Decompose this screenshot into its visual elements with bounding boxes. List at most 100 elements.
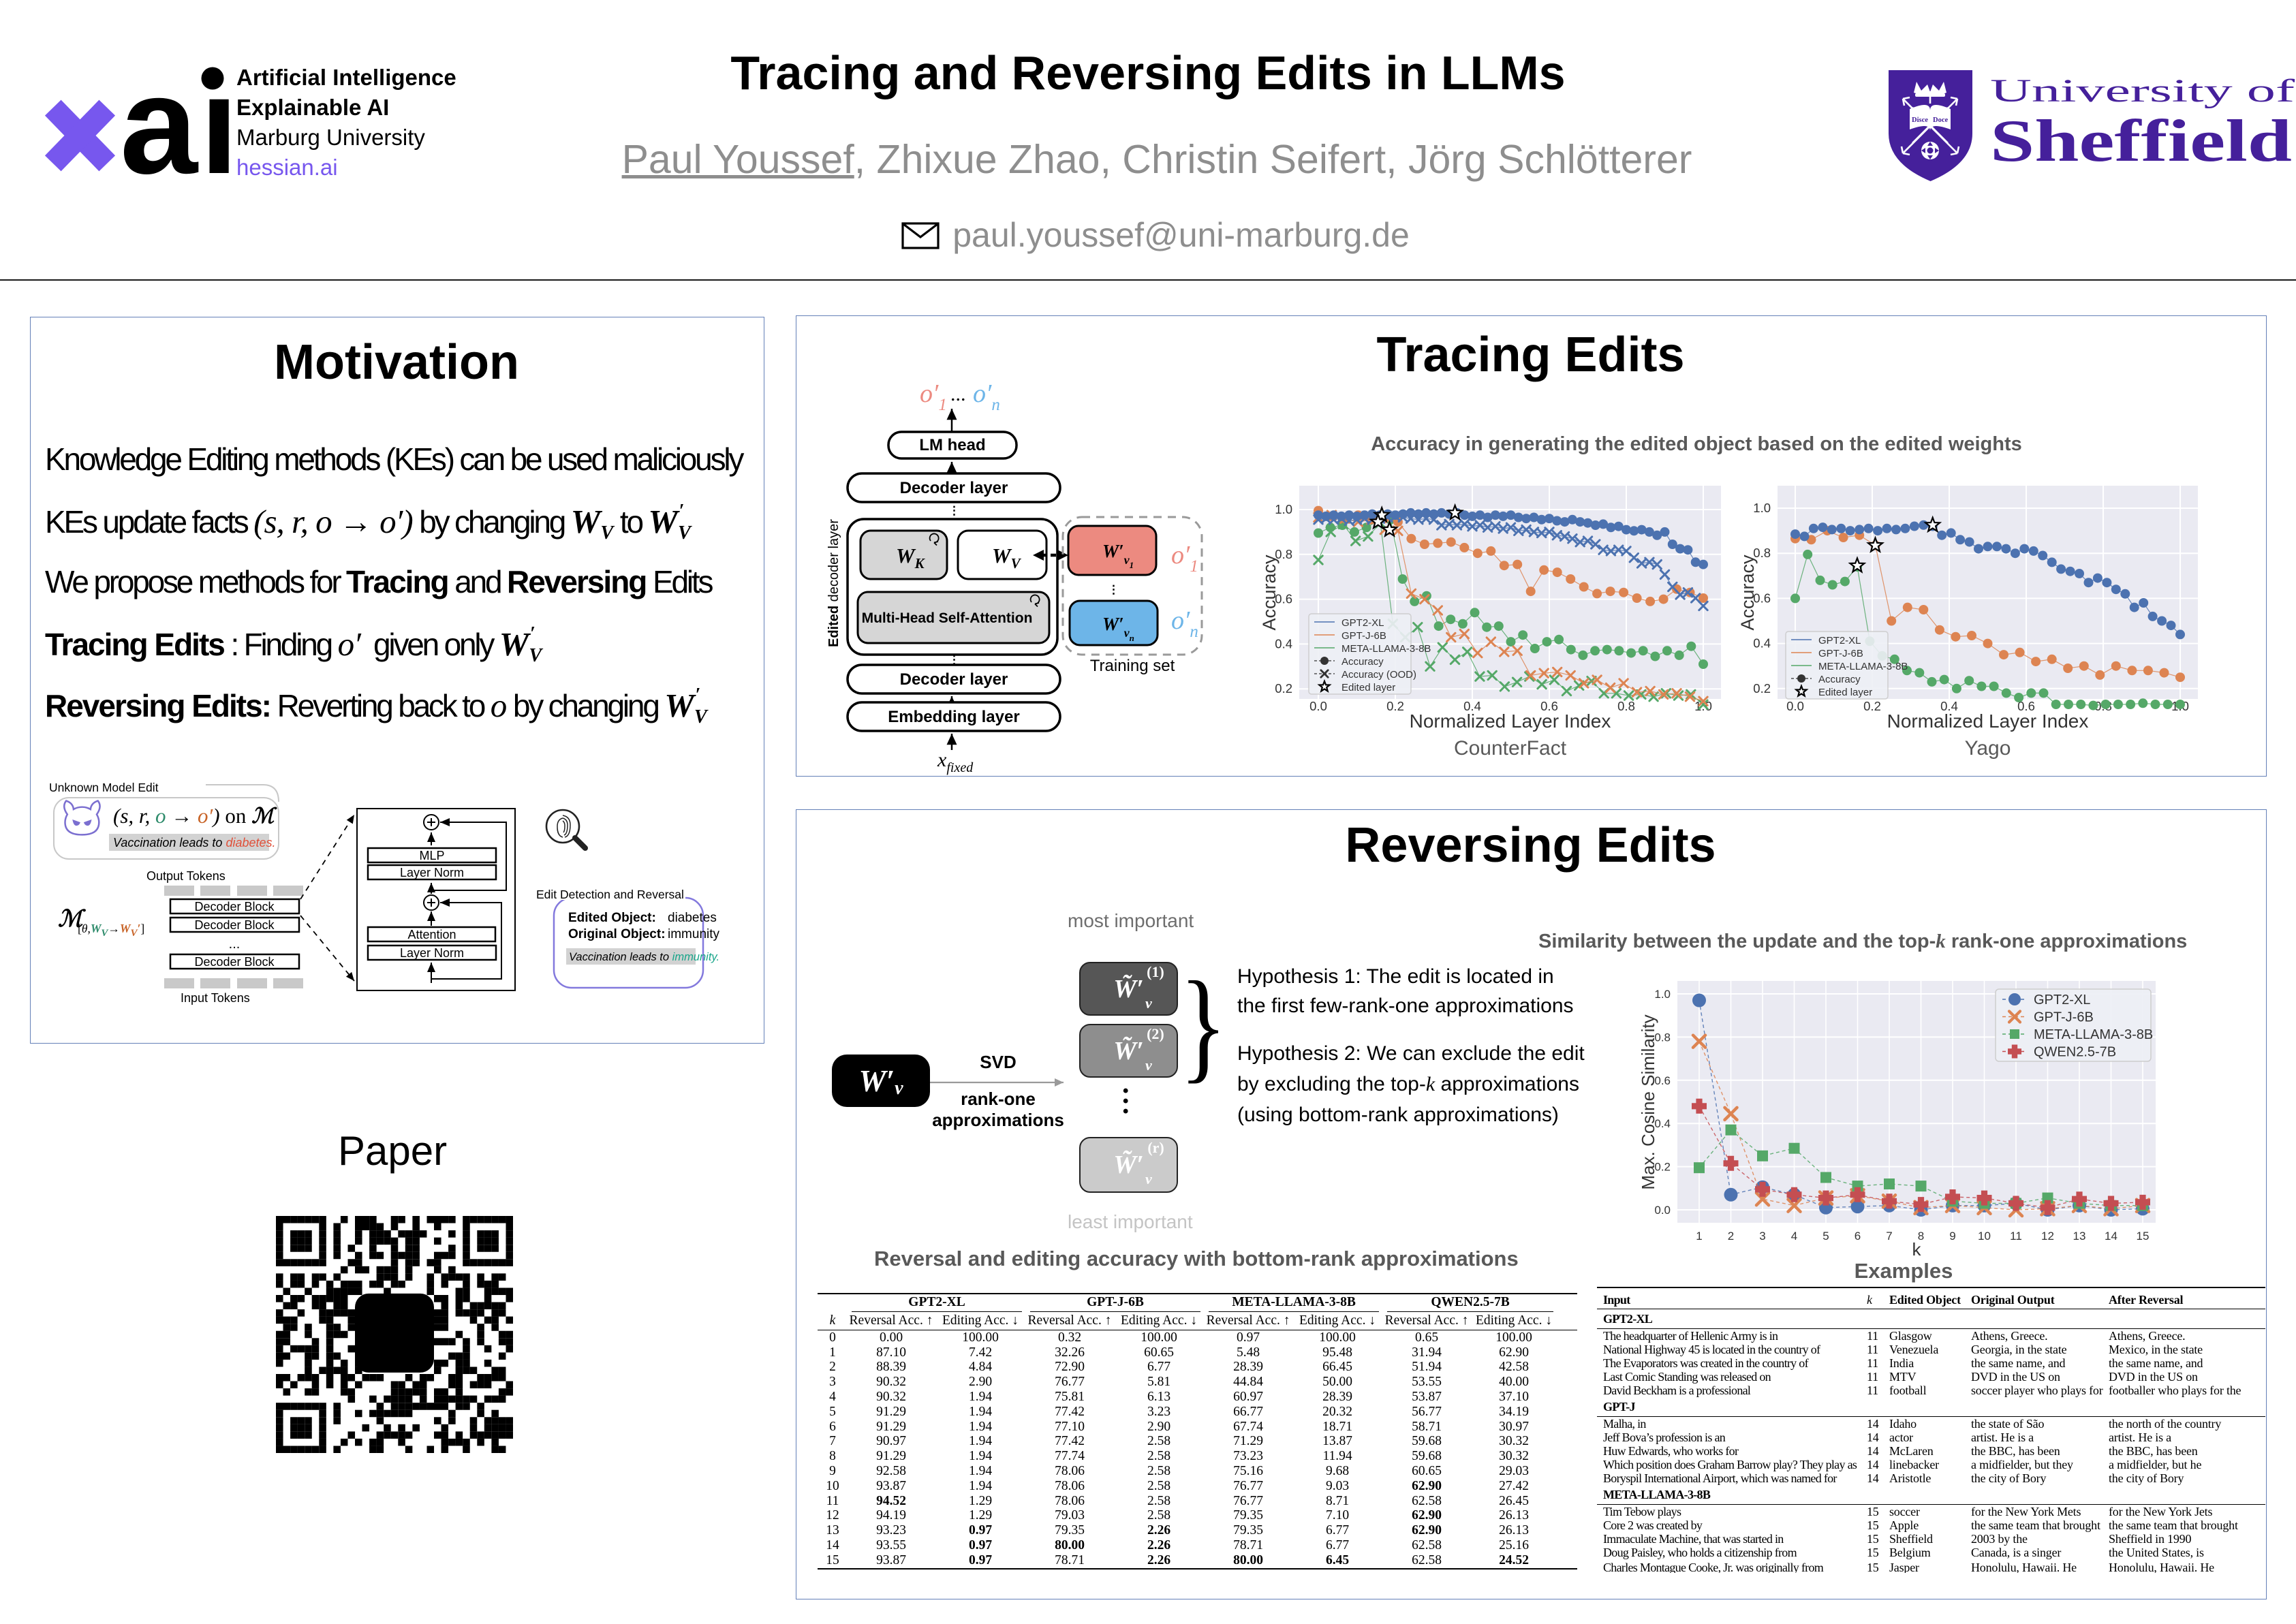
svg-text:GPT-J-6B: GPT-J-6B [1818,648,1863,659]
svg-text:Decoder Block: Decoder Block [194,918,275,932]
svg-text:0.2: 0.2 [1386,699,1404,713]
svg-text:Layer Norm: Layer Norm [400,866,464,879]
svg-text:o′n: o′n [973,379,1000,414]
svg-text:Accuracy: Accuracy [1737,555,1758,631]
svg-text:13: 13 [2073,1230,2086,1243]
svg-text:0.0: 0.0 [1309,699,1327,713]
svg-text:0.6: 0.6 [1275,592,1292,606]
svg-text:Original Object:: Original Object: [568,927,666,941]
svg-text:2: 2 [1728,1230,1734,1243]
svg-text:[θ,WV→WV′]: [θ,WV→WV′] [78,922,144,939]
svg-text:⋮: ⋮ [948,504,960,517]
svg-text:Decoder layer: Decoder layer [900,479,1008,497]
svg-text:Sheffield: Sheffield [1990,108,2292,174]
svg-text:Decoder Block: Decoder Block [194,955,275,969]
svg-text:META-LLAMA-3-8B: META-LLAMA-3-8B [1341,643,1431,655]
svg-text:10: 10 [1978,1230,1991,1243]
svg-text:immunity: immunity [668,927,720,941]
svg-text:Max. Cosine Similarity: Max. Cosine Similarity [1638,1014,1658,1189]
svg-text:6: 6 [1855,1230,1861,1243]
svg-text:3: 3 [1759,1230,1765,1243]
svg-text:0.6: 0.6 [2017,699,2035,713]
svg-text:1.0: 1.0 [1275,502,1292,516]
svg-text:0.0: 0.0 [1654,1204,1671,1217]
svg-text:0.8: 0.8 [1617,699,1635,713]
svg-text:Vaccination leads to immunity.: Vaccination leads to immunity. [569,951,719,963]
svg-text:Edited decoder layer: Edited decoder layer [826,519,841,647]
svg-text:Input Tokens: Input Tokens [181,991,250,1005]
svg-text:5: 5 [1822,1230,1829,1243]
svg-text:MLP: MLP [419,849,444,862]
svg-text:Layer Norm: Layer Norm [400,946,464,960]
svg-text:Embedding layer: Embedding layer [888,708,1019,726]
svg-text:Edited Object:: Edited Object: [568,911,656,925]
svg-text:Yago: Yago [1965,737,2011,760]
svg-text:0.4: 0.4 [1940,699,1958,713]
svg-text:14: 14 [2105,1230,2117,1243]
svg-text:15: 15 [2137,1230,2150,1243]
svg-text:GPT2-XL: GPT2-XL [1341,617,1384,629]
svg-text:0.8: 0.8 [1275,547,1292,561]
svg-text:4: 4 [1791,1230,1797,1243]
svg-text:GPT2-XL: GPT2-XL [1818,635,1861,646]
svg-text:7: 7 [1886,1230,1892,1243]
svg-text:Training set: Training set [1090,657,1175,675]
svg-text:Edit Detection and Reversal: Edit Detection and Reversal [536,888,684,901]
svg-text:...: ... [229,937,241,952]
svg-text:Multi-Head Self-Attention: Multi-Head Self-Attention [862,610,1033,626]
svg-text:META-LLAMA-3-8B: META-LLAMA-3-8B [1818,661,1908,672]
svg-text:0.6: 0.6 [1753,591,1771,605]
svg-text:⋮: ⋮ [1108,583,1119,596]
svg-text:GPT-J-6B: GPT-J-6B [2034,1010,2094,1025]
svg-text:0.2: 0.2 [1275,681,1292,696]
svg-text:META-LLAMA-3-8B: META-LLAMA-3-8B [2034,1027,2153,1042]
svg-text:0.6: 0.6 [1654,1074,1671,1087]
svg-text:Edited layer: Edited layer [1818,687,1872,698]
svg-text:o′1: o′1 [1171,541,1198,576]
svg-text:Decoder layer: Decoder layer [900,670,1008,689]
svg-text:⋮: ⋮ [948,653,960,666]
svg-text:ℳ: ℳ [58,907,87,932]
svg-text:Edited layer: Edited layer [1341,682,1395,693]
svg-text:Disce: Disce [1912,116,1928,124]
svg-text:Accuracy: Accuracy [1341,656,1384,668]
svg-text:k: k [1912,1239,1922,1260]
svg-text:1: 1 [1696,1230,1702,1243]
svg-text:Output Tokens: Output Tokens [146,869,226,883]
svg-text:...: ... [950,383,966,405]
svg-text:0.2: 0.2 [1654,1161,1671,1174]
svg-text:GPT-J-6B: GPT-J-6B [1341,630,1386,642]
svg-text:o′n: o′n [1171,606,1198,641]
svg-text:Attention: Attention [407,928,456,941]
svg-text:0.4: 0.4 [1463,699,1481,713]
svg-text:University of: University of [1990,73,2295,109]
svg-text:8: 8 [1918,1230,1924,1243]
svg-text:CounterFact: CounterFact [1454,737,1567,760]
svg-text:0.4: 0.4 [1275,636,1292,651]
svg-text:Normalized Layer Index: Normalized Layer Index [1410,710,1611,732]
svg-text:0.4: 0.4 [1753,636,1771,651]
svg-text:Accuracy: Accuracy [1818,674,1861,685]
svg-text:12: 12 [2041,1230,2054,1243]
svg-text:Doce: Doce [1933,116,1948,124]
svg-text:1.0: 1.0 [1654,988,1671,1001]
svg-text:(s, r, o → o′) on ℳ: (s, r, o → o′) on ℳ [113,804,277,828]
svg-text:diabetes: diabetes [668,911,717,925]
svg-text:0.8: 0.8 [1753,546,1771,560]
svg-text:Decoder Block: Decoder Block [194,900,275,914]
svg-text:11: 11 [2010,1230,2022,1243]
svg-text:0.0: 0.0 [1786,699,1804,713]
svg-text:0.2: 0.2 [1863,699,1881,713]
svg-text:0.8: 0.8 [1654,1031,1671,1044]
svg-text:Unknown Model Edit: Unknown Model Edit [49,781,159,794]
svg-text:WK: WK [896,544,926,572]
svg-text:LM head: LM head [919,436,985,454]
svg-text:0.4: 0.4 [1654,1117,1671,1130]
svg-text:QWEN2.5-7B: QWEN2.5-7B [2034,1045,2116,1060]
svg-text:9: 9 [1949,1230,1955,1243]
svg-text:Accuracy: Accuracy [1260,555,1279,631]
svg-text:1.0: 1.0 [1753,501,1771,515]
svg-text:GPT2-XL: GPT2-XL [2034,993,2090,1008]
svg-text:xfixed: xfixed [937,749,974,775]
svg-text:o′1: o′1 [920,379,947,414]
